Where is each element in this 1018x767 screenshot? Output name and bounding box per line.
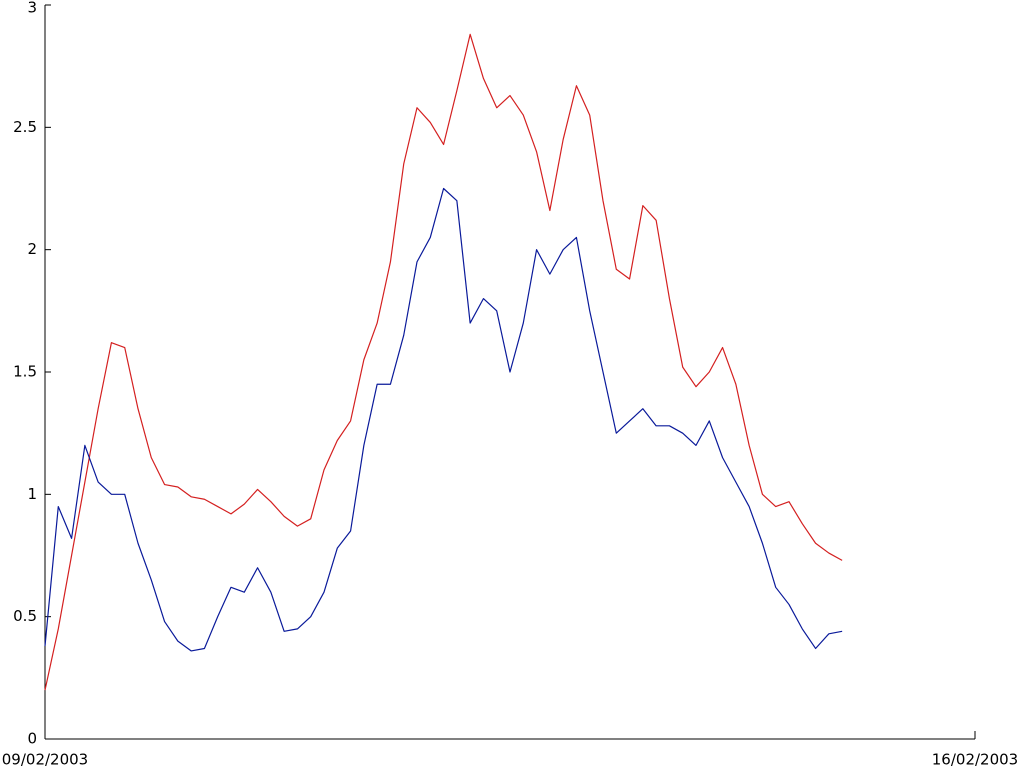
data-line xyxy=(44,33,843,691)
y-tick-label: 2.5 xyxy=(13,118,37,136)
y-tick-label: 2 xyxy=(27,240,37,258)
y-tick-label: 0.5 xyxy=(13,607,37,625)
x-tick-label: 16/02/2003 xyxy=(932,751,1018,767)
y-tick-label: 1.5 xyxy=(13,363,37,381)
data-line xyxy=(44,187,843,652)
y-tick-label: 1 xyxy=(27,485,37,503)
y-tick-label: 3 xyxy=(27,0,37,17)
x-tick-label: 09/02/2003 xyxy=(2,751,88,767)
y-tick-label: 0 xyxy=(27,730,37,748)
